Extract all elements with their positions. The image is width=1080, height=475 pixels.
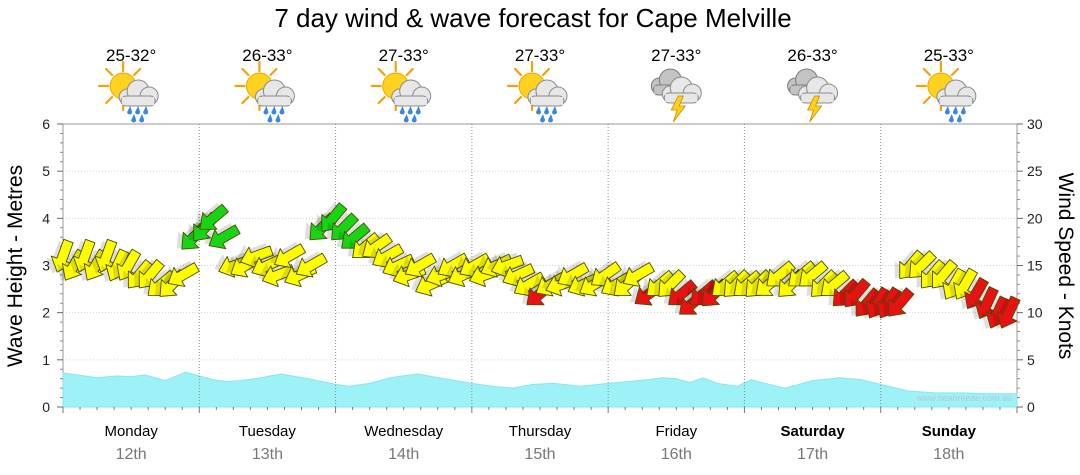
temperature-label: 25-32°	[106, 46, 156, 65]
day-label: Wednesday	[364, 423, 443, 440]
left-tick-label: 1	[42, 352, 50, 368]
left-tick-label: 3	[42, 258, 50, 274]
day-label: Thursday	[509, 423, 572, 440]
sun-cloud-rain-icon	[508, 62, 567, 123]
wind-arrow	[400, 251, 437, 278]
left-tick-label: 4	[42, 210, 50, 226]
wind-arrow	[948, 267, 978, 300]
date-label: 16th	[661, 446, 692, 463]
wind-arrow	[970, 286, 999, 320]
left-tick-label: 5	[42, 163, 50, 179]
day-label: Saturday	[780, 423, 845, 440]
right-tick-label: 5	[1027, 352, 1035, 368]
wind-arrow	[269, 241, 307, 269]
temperature-label: 25-33°	[924, 46, 974, 65]
right-tick-label: 20	[1027, 210, 1043, 226]
day-label: Monday	[104, 423, 158, 440]
wind-arrow	[498, 261, 536, 288]
wind-arrow	[618, 260, 655, 287]
wind-arrow	[487, 252, 525, 278]
day-label: Sunday	[922, 423, 977, 440]
chart-title: 7 day wind & wave forecast for Cape Melv…	[274, 3, 791, 33]
wind-arrow	[927, 258, 958, 289]
sun-cloud-rain-icon	[99, 62, 158, 123]
wind-arrow	[195, 203, 229, 230]
date-label: 14th	[388, 446, 419, 463]
wave-height-area	[62, 371, 1018, 408]
right-tick-label: 25	[1027, 163, 1043, 179]
wind-arrow	[992, 295, 1021, 330]
date-label: 12th	[116, 446, 147, 463]
storm-cloud-icon	[788, 69, 838, 122]
left-tick-label: 6	[42, 116, 50, 132]
date-label: 17th	[797, 446, 828, 463]
storm-cloud-icon	[651, 69, 701, 122]
temperature-label: 27-33°	[515, 46, 565, 65]
temperature-label: 26-33°	[787, 46, 837, 65]
date-label: 15th	[524, 446, 555, 463]
right-tick-label: 0	[1027, 399, 1035, 415]
temperature-label: 27-33°	[651, 46, 701, 65]
left-tick-label: 2	[42, 305, 50, 321]
wind-arrow	[204, 222, 241, 250]
right-tick-label: 30	[1027, 116, 1043, 132]
wind-arrow	[509, 270, 546, 297]
wind-arrow	[378, 251, 416, 278]
left-axis-title: Wave Height - Metres	[4, 165, 27, 367]
wind-arrow	[236, 243, 274, 269]
sun-cloud-rain-icon	[917, 62, 976, 123]
right-axis-title: Wind Speed - Knots	[1054, 173, 1077, 360]
wind-arrow	[883, 287, 915, 317]
day-label: Tuesday	[239, 423, 296, 440]
right-tick-label: 10	[1027, 305, 1043, 321]
date-label: 13th	[252, 446, 283, 463]
sun-cloud-rain-icon	[372, 62, 431, 123]
sun-cloud-rain-icon	[235, 62, 294, 123]
wind-arrow	[111, 248, 142, 281]
watermark: www.seabreeze.com.au	[915, 393, 1012, 403]
date-label: 18th	[933, 446, 964, 463]
day-label: Friday	[655, 423, 697, 440]
wind-arrow	[163, 260, 200, 287]
wind-arrow	[959, 276, 989, 310]
right-tick-label: 15	[1027, 258, 1043, 274]
temperature-label: 26-33°	[242, 46, 292, 65]
wind-arrow	[291, 251, 328, 278]
left-tick-label: 0	[42, 399, 50, 415]
temperature-label: 27-33°	[379, 46, 429, 65]
